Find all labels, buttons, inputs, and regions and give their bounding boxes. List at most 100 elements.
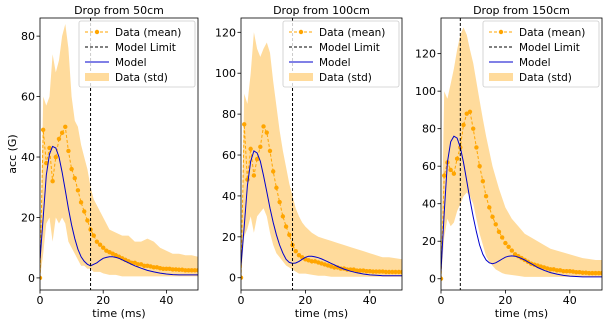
data-mean-point: [467, 109, 473, 114]
data-mean-point: [176, 267, 182, 272]
data-mean-point: [332, 265, 337, 270]
y-axis-label: acc (G): [6, 134, 19, 173]
y-tick-label: 120: [215, 26, 236, 39]
y-tick-label: 20: [422, 235, 436, 248]
data-mean-point: [593, 270, 598, 276]
data-mean-point: [50, 179, 55, 184]
data-mean-point: [75, 188, 81, 193]
data-mean-point: [66, 148, 71, 154]
plot-area: [40, 18, 198, 290]
subplot-2: 0 20 40 0 20 40 60 80 100 120 Drop from 100cm time …: [215, 4, 403, 320]
data-mean-point: [451, 171, 457, 176]
data-mean-point: [499, 235, 505, 240]
data-mean-point: [271, 169, 276, 174]
data-mean-point: [97, 242, 103, 247]
x-tick-label: 40: [363, 294, 377, 307]
legend-label: Data (mean): [319, 27, 385, 39]
data-mean-point: [296, 253, 302, 258]
data-mean-point: [195, 268, 198, 273]
x-tick-label: 20: [298, 294, 312, 307]
data-mean-point: [264, 130, 269, 135]
legend-label: Data (std): [319, 72, 372, 84]
data-mean-point: [248, 146, 253, 152]
x-tick-label: 0: [238, 294, 245, 307]
legend: Data (mean) Model Limit Model Data (std): [482, 20, 600, 88]
data-mean-point: [512, 252, 518, 257]
data-mean-point: [380, 269, 385, 274]
data-mean-point: [277, 199, 282, 205]
subplot-title: Drop from 150cm: [473, 4, 570, 17]
data-mean-point: [509, 248, 515, 253]
data-mean-point: [506, 244, 511, 250]
axes-frame: [39, 17, 199, 291]
legend-marker-mean: [94, 29, 100, 35]
x-axis-label: time (ms): [495, 307, 548, 320]
y-tick-label: 0: [229, 272, 236, 285]
data-mean-point: [82, 209, 87, 214]
model-line: [40, 145, 198, 276]
legend-label: Model: [319, 57, 351, 69]
x-tick-label: 40: [159, 294, 173, 307]
subplot-3: 0 20 40 0 20 40 60 80 100 120 Drop from 150cm time …: [415, 4, 603, 320]
legend-box: [282, 20, 400, 88]
data-mean-point: [44, 160, 49, 166]
data-mean-point: [40, 127, 46, 133]
data-mean-point: [474, 145, 479, 150]
data-mean-point: [580, 270, 585, 275]
data-mean-point: [40, 275, 43, 281]
legend-handle-std: [85, 73, 109, 81]
data-mean-point: [583, 270, 589, 275]
data-mean-point: [63, 124, 68, 129]
data-mean-point: [135, 262, 141, 267]
data-mean-point: [441, 276, 444, 281]
legend: Data (mean) Model Limit Model Data (std): [78, 20, 196, 88]
legend-label: Model Limit: [115, 42, 176, 54]
subplot-title: Drop from 100cm: [273, 4, 370, 17]
x-tick-label: 0: [37, 294, 44, 307]
data-mean-point: [53, 154, 58, 160]
data-mean-point: [377, 269, 382, 274]
legend-box: [482, 20, 600, 88]
data-mean-point: [287, 232, 292, 237]
legend-marker-mean: [498, 29, 504, 35]
x-tick-label: 20: [498, 294, 512, 307]
data-mean-point: [567, 269, 572, 274]
data-mean-point: [142, 263, 147, 269]
data-mean-point: [151, 265, 156, 270]
data-mean-point: [309, 259, 315, 264]
legend-label: Model: [115, 57, 147, 69]
legend-label: Data (mean): [519, 27, 585, 39]
axes-frame: [440, 17, 603, 291]
plot-area: [241, 18, 402, 290]
x-axis-label: time (ms): [92, 307, 145, 320]
y-tick-label: 20: [21, 211, 35, 224]
data-mean-point: [367, 268, 372, 274]
data-mean-point: [69, 166, 74, 172]
data-mean-point: [85, 218, 90, 223]
legend-label: Data (std): [519, 72, 572, 84]
data-mean-point: [590, 270, 595, 276]
data-mean-point: [245, 177, 250, 182]
data-mean-point: [393, 269, 398, 275]
data-mean-point: [561, 269, 566, 274]
subplot-1: 0 20 40 0 20 40 60 80 Drop from 50cm time (ms) acc…: [6, 4, 199, 320]
data-mean-point: [448, 167, 453, 173]
data-mean-point: [483, 194, 489, 199]
data-mean-point: [461, 122, 466, 128]
y-tick-label: 100: [215, 67, 236, 80]
y-tick-label: 80: [222, 108, 236, 121]
legend-label: Data (mean): [115, 27, 181, 39]
data-mean-point: [274, 185, 279, 190]
data-mean-point: [370, 269, 376, 274]
data-mean-point: [390, 269, 395, 275]
data-mean-point: [396, 269, 401, 275]
std-band: [40, 24, 198, 278]
y-tick-label: 40: [422, 198, 436, 211]
axes-frame: [240, 17, 403, 291]
data-mean-point: [261, 124, 266, 129]
data-mean-point: [173, 267, 179, 272]
y-tick-label: 60: [422, 160, 436, 173]
data-mean-point: [94, 239, 100, 244]
data-mean-point: [487, 205, 492, 210]
